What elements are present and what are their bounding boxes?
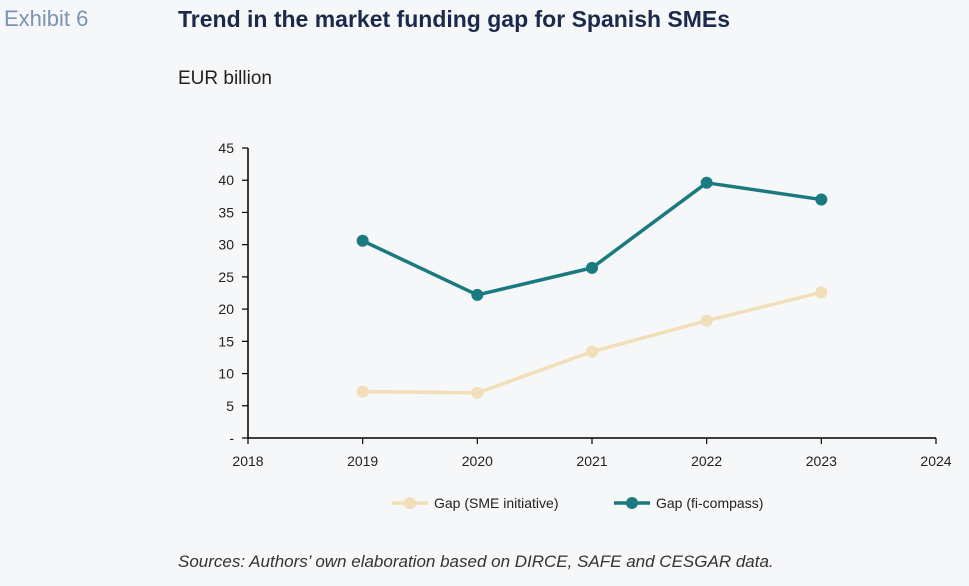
x-tick-label: 2022 bbox=[691, 453, 722, 469]
x-tick-label: 2024 bbox=[920, 453, 951, 469]
y-tick-label: 25 bbox=[218, 269, 234, 285]
y-axis-unit-label: EUR billion bbox=[178, 68, 272, 89]
data-point bbox=[815, 286, 828, 299]
line-chart: - 5 10 15 20 25 30 35 40 45 2018 2019 2020 2021 2022 20… bbox=[218, 140, 951, 511]
y-tick-label: 45 bbox=[218, 140, 234, 156]
series-line-1 bbox=[360, 290, 824, 395]
y-tick-label: 5 bbox=[226, 398, 234, 414]
y-tick-label: - bbox=[229, 430, 234, 446]
exhibit-label: Exhibit 6 bbox=[4, 6, 89, 31]
data-point bbox=[471, 288, 484, 301]
y-tick-label: 30 bbox=[218, 237, 234, 253]
data-point bbox=[700, 314, 713, 327]
x-tick-label: 2019 bbox=[347, 453, 378, 469]
x-tick-label: 2018 bbox=[232, 453, 263, 469]
data-point bbox=[700, 176, 713, 189]
series-line-2 bbox=[360, 181, 824, 297]
data-point bbox=[586, 345, 598, 358]
y-tick-label: 20 bbox=[218, 301, 234, 317]
data-point bbox=[815, 193, 828, 206]
legend-label: Gap (fi-compass) bbox=[656, 495, 763, 511]
source-note: Sources: Authors’ own elaboration based … bbox=[178, 552, 774, 571]
y-tick-label: 35 bbox=[218, 204, 234, 220]
data-point bbox=[356, 385, 369, 398]
data-point bbox=[356, 234, 369, 247]
chart-title: Trend in the market funding gap for Span… bbox=[178, 6, 731, 32]
legend-marker bbox=[404, 497, 416, 509]
legend-marker bbox=[626, 497, 638, 509]
x-tick-label: 2020 bbox=[462, 453, 493, 469]
y-tick-label: 10 bbox=[218, 366, 234, 382]
data-point bbox=[471, 386, 484, 399]
legend-label: Gap (SME initiative) bbox=[434, 495, 558, 511]
y-tick-label: 40 bbox=[218, 172, 234, 188]
data-point bbox=[586, 261, 598, 274]
x-tick-label: 2023 bbox=[806, 453, 837, 469]
x-tick-label: 2021 bbox=[576, 453, 607, 469]
y-tick-label: 15 bbox=[218, 333, 234, 349]
